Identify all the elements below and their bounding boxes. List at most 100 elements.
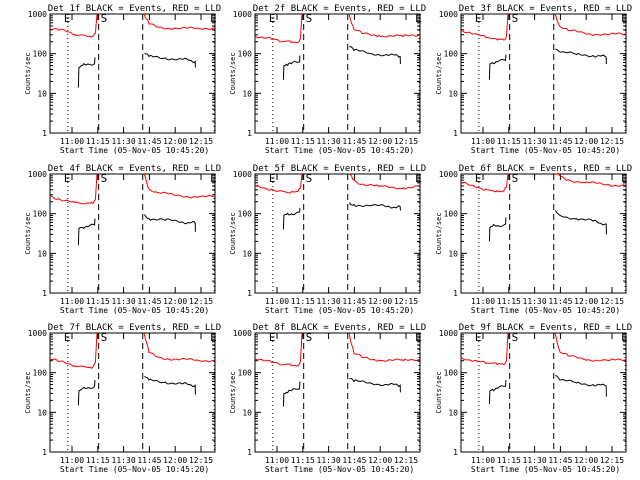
y-tick-label: 1000 bbox=[439, 10, 458, 19]
x-tick-label: 11:15 bbox=[497, 297, 521, 306]
lld-series-line bbox=[554, 332, 627, 362]
y-axis-label: Counts/sec bbox=[435, 52, 443, 94]
saa-marker-label: S bbox=[101, 12, 108, 25]
event-marker-label: E bbox=[210, 172, 217, 185]
lld-series-line bbox=[460, 13, 509, 41]
y-tick-label: 100 bbox=[444, 210, 459, 219]
x-axis-label: Start Time (05-Nov-05 10:45:20) bbox=[471, 146, 620, 155]
x-tick-label: 11:30 bbox=[112, 297, 136, 306]
y-tick-label: 100 bbox=[33, 210, 48, 219]
y-tick-label: 10 bbox=[242, 89, 252, 98]
lld-series-line bbox=[460, 332, 509, 366]
x-tick-label: 11:45 bbox=[137, 297, 161, 306]
lld-series-line bbox=[348, 173, 421, 190]
x-tick-label: 12:15 bbox=[600, 456, 624, 465]
y-tick-label: 10 bbox=[448, 89, 458, 98]
y-tick-label: 1 bbox=[42, 129, 47, 138]
events-series-line bbox=[554, 210, 607, 235]
saa-marker-label: S bbox=[512, 12, 519, 25]
x-axis-label: Start Time (05-Nov-05 10:45:20) bbox=[60, 146, 209, 155]
x-tick-label: 12:00 bbox=[163, 137, 187, 146]
x-tick-label: 11:15 bbox=[86, 137, 110, 146]
x-axis-label: Start Time (05-Nov-05 10:45:20) bbox=[265, 146, 414, 155]
y-tick-label: 1000 bbox=[28, 329, 47, 338]
y-axis-label: Counts/sec bbox=[229, 52, 237, 94]
y-tick-label: 100 bbox=[444, 50, 459, 59]
events-series-line bbox=[144, 376, 196, 395]
saa-marker-label: S bbox=[306, 12, 313, 25]
lld-series-line bbox=[254, 173, 303, 194]
detector-panel-3: Det 3f BLACK = Events, RED = LLD 1 10 100 10… bbox=[435, 4, 632, 155]
events-series-line bbox=[555, 375, 607, 397]
events-series-line bbox=[555, 48, 607, 65]
plot-frame bbox=[49, 13, 216, 134]
event-marker-label: E bbox=[269, 331, 276, 344]
panel-title: Det 9f BLACK = Events, RED = LLD bbox=[459, 323, 632, 333]
lld-series-line bbox=[49, 173, 98, 205]
y-tick-label: 10 bbox=[448, 408, 458, 417]
lld-series-line bbox=[143, 173, 216, 199]
x-tick-label: 11:45 bbox=[137, 137, 161, 146]
plot-frame bbox=[460, 13, 627, 134]
y-tick-label: 1 bbox=[42, 448, 47, 457]
x-tick-label: 11:00 bbox=[265, 297, 289, 306]
event-marker-label: E bbox=[415, 172, 422, 185]
x-tick-label: 12:15 bbox=[600, 137, 624, 146]
y-tick-label: 1 bbox=[247, 289, 252, 298]
x-tick-label: 12:15 bbox=[189, 456, 213, 465]
plot-frame bbox=[254, 173, 421, 294]
x-axis-label: Start Time (05-Nov-05 10:45:20) bbox=[471, 465, 620, 474]
x-tick-label: 12:15 bbox=[600, 297, 624, 306]
events-series-line bbox=[349, 202, 401, 211]
y-tick-label: 10 bbox=[37, 89, 47, 98]
saa-marker-label: S bbox=[306, 172, 313, 185]
event-marker-label: E bbox=[64, 12, 71, 25]
events-series-line bbox=[144, 214, 196, 232]
lld-series-line bbox=[254, 13, 303, 44]
saa-marker-label: S bbox=[306, 331, 313, 344]
y-axis-label: Counts/sec bbox=[229, 371, 237, 413]
x-tick-label: 12:15 bbox=[394, 456, 418, 465]
event-marker-label: E bbox=[475, 331, 482, 344]
event-marker-label: E bbox=[621, 331, 628, 344]
x-tick-label: 12:00 bbox=[574, 456, 598, 465]
events-series-line bbox=[144, 53, 196, 68]
y-tick-label: 1 bbox=[453, 129, 458, 138]
saa-marker-label: S bbox=[101, 331, 108, 344]
event-marker-label: E bbox=[210, 12, 217, 25]
x-tick-label: 11:45 bbox=[548, 456, 572, 465]
y-tick-label: 10 bbox=[242, 408, 252, 417]
y-axis-label: Counts/sec bbox=[435, 212, 443, 254]
lld-series-line bbox=[143, 332, 216, 363]
y-tick-label: 100 bbox=[33, 50, 48, 59]
panel-title: Det 2f BLACK = Events, RED = LLD bbox=[253, 4, 426, 14]
x-tick-label: 11:45 bbox=[342, 297, 366, 306]
x-axis-label: Start Time (05-Nov-05 10:45:20) bbox=[265, 465, 414, 474]
x-tick-label: 12:00 bbox=[163, 456, 187, 465]
event-marker-label: E bbox=[269, 172, 276, 185]
detector-panel-7: Det 7f BLACK = Events, RED = LLD 1 10 100 10… bbox=[24, 323, 221, 474]
x-tick-label: 11:15 bbox=[291, 297, 315, 306]
event-marker-label: E bbox=[475, 172, 482, 185]
events-series-line bbox=[349, 377, 401, 393]
lld-series-line bbox=[49, 13, 98, 38]
x-axis-label: Start Time (05-Nov-05 10:45:20) bbox=[60, 465, 209, 474]
x-tick-label: 11:30 bbox=[317, 137, 341, 146]
detector-panel-6: Det 6f BLACK = Events, RED = LLD 1 10 100 10… bbox=[435, 164, 632, 315]
event-marker-label: E bbox=[415, 331, 422, 344]
x-tick-label: 11:45 bbox=[548, 137, 572, 146]
y-tick-label: 100 bbox=[444, 369, 459, 378]
panel-title: Det 8f BLACK = Events, RED = LLD bbox=[253, 323, 426, 333]
lld-series-line bbox=[460, 173, 509, 193]
lld-series-line bbox=[49, 332, 98, 369]
events-series-line bbox=[488, 217, 507, 242]
y-axis-label: Counts/sec bbox=[435, 371, 443, 413]
x-tick-label: 12:15 bbox=[189, 297, 213, 306]
y-tick-label: 10 bbox=[448, 249, 458, 258]
event-marker-label: E bbox=[415, 12, 422, 25]
y-tick-label: 1 bbox=[453, 289, 458, 298]
events-series-line bbox=[282, 381, 301, 407]
event-marker-label: E bbox=[64, 172, 71, 185]
panel-title: Det 5f BLACK = Events, RED = LLD bbox=[253, 164, 426, 174]
lld-series-line bbox=[554, 13, 627, 36]
